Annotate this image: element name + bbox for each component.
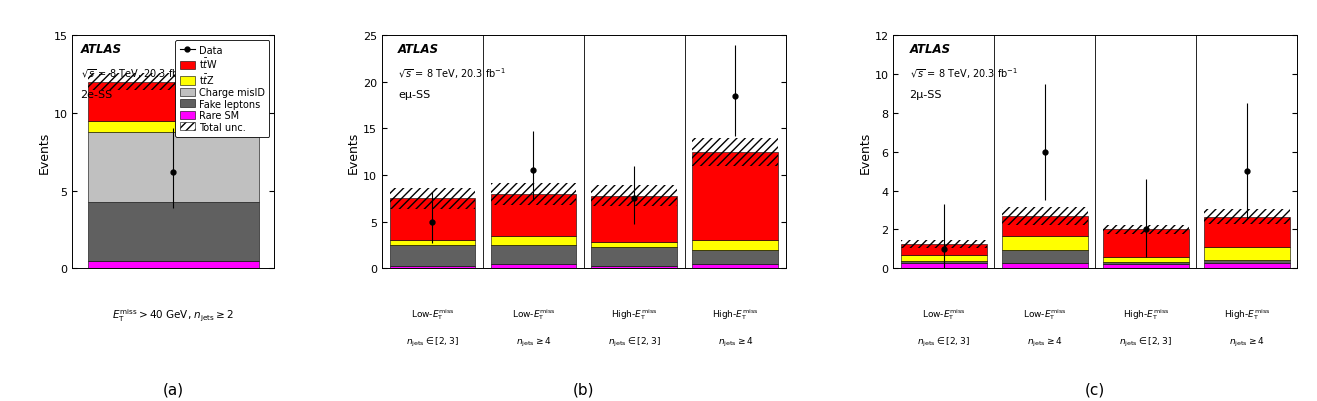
- Text: High-$E_{\mathrm{T}}^{\mathrm{miss}}$: High-$E_{\mathrm{T}}^{\mathrm{miss}}$: [712, 307, 759, 322]
- Bar: [1102, 257, 1189, 262]
- Bar: [87, 74, 259, 91]
- Text: 2μ-SS: 2μ-SS: [910, 89, 942, 99]
- Text: $n_{\mathrm{jets}} \geq 4$: $n_{\mathrm{jets}} \geq 4$: [516, 335, 552, 348]
- Bar: [1002, 263, 1088, 269]
- Text: High-$E_{\mathrm{T}}^{\mathrm{miss}}$: High-$E_{\mathrm{T}}^{\mathrm{miss}}$: [611, 307, 657, 322]
- Bar: [87, 122, 259, 132]
- Bar: [693, 264, 778, 269]
- Bar: [1002, 217, 1088, 237]
- Text: (c): (c): [1085, 382, 1105, 397]
- Bar: [390, 241, 475, 245]
- Bar: [87, 261, 259, 269]
- Bar: [591, 266, 677, 269]
- Bar: [1102, 230, 1189, 257]
- Text: Low-$E_{\mathrm{T}}^{\mathrm{miss}}$: Low-$E_{\mathrm{T}}^{\mathrm{miss}}$: [511, 307, 556, 322]
- Text: $n_{\mathrm{jets}} \geq 4$: $n_{\mathrm{jets}} \geq 4$: [1229, 335, 1264, 348]
- Bar: [901, 245, 986, 255]
- Bar: [1002, 250, 1088, 263]
- Text: Low-$E_{\mathrm{T}}^{\mathrm{miss}}$: Low-$E_{\mathrm{T}}^{\mathrm{miss}}$: [922, 307, 965, 322]
- Text: Low-$E_{\mathrm{T}}^{\mathrm{miss}}$: Low-$E_{\mathrm{T}}^{\mathrm{miss}}$: [1023, 307, 1067, 322]
- Bar: [1102, 226, 1189, 234]
- Bar: [1002, 208, 1088, 225]
- Bar: [1204, 260, 1289, 263]
- Text: eμ-SS: eμ-SS: [398, 89, 431, 99]
- Text: ATLAS: ATLAS: [80, 43, 121, 56]
- Y-axis label: Events: Events: [348, 131, 361, 174]
- Bar: [390, 245, 475, 266]
- Text: Low-$E_{\mathrm{T}}^{\mathrm{miss}}$: Low-$E_{\mathrm{T}}^{\mathrm{miss}}$: [411, 307, 454, 322]
- Bar: [1204, 263, 1289, 269]
- Text: High-$E_{\mathrm{T}}^{\mathrm{miss}}$: High-$E_{\mathrm{T}}^{\mathrm{miss}}$: [1122, 307, 1169, 322]
- Y-axis label: Events: Events: [859, 131, 872, 174]
- Bar: [693, 241, 778, 250]
- Text: $n_{\mathrm{jets}} \in [2,3]$: $n_{\mathrm{jets}} \in [2,3]$: [918, 335, 971, 348]
- Text: 2e-SS: 2e-SS: [80, 89, 113, 99]
- Bar: [87, 132, 259, 202]
- Bar: [693, 250, 778, 264]
- Bar: [490, 194, 577, 236]
- Bar: [1102, 265, 1189, 269]
- Bar: [693, 152, 778, 241]
- Bar: [490, 236, 577, 245]
- Bar: [490, 183, 577, 205]
- Bar: [1204, 247, 1289, 260]
- Text: $n_{\mathrm{jets}} \geq 4$: $n_{\mathrm{jets}} \geq 4$: [1027, 335, 1063, 348]
- Text: $\sqrt{s}$ = 8 TeV, 20.3 fb$^{-1}$: $\sqrt{s}$ = 8 TeV, 20.3 fb$^{-1}$: [398, 66, 506, 81]
- Legend: Data, t$\bar{t}$W, t$\bar{t}$Z, Charge misID, Fake leptons, Rare SM, Total unc.: Data, t$\bar{t}$W, t$\bar{t}$Z, Charge m…: [175, 41, 270, 137]
- Bar: [591, 243, 677, 247]
- Bar: [490, 264, 577, 269]
- Bar: [693, 138, 778, 166]
- Bar: [390, 188, 475, 209]
- Bar: [390, 266, 475, 269]
- Bar: [87, 83, 259, 122]
- Text: $\sqrt{s}$ = 8 TeV, 20.3 fb$^{-1}$: $\sqrt{s}$ = 8 TeV, 20.3 fb$^{-1}$: [80, 66, 188, 81]
- Y-axis label: Events: Events: [38, 131, 51, 174]
- Bar: [1102, 262, 1189, 265]
- Bar: [901, 261, 986, 264]
- Bar: [901, 255, 986, 261]
- Text: (b): (b): [573, 382, 595, 397]
- Text: $E_{\mathrm{T}}^{\mathrm{miss}} > 40$ GeV, $n_{\mathrm{jets}} \geq 2$: $E_{\mathrm{T}}^{\mathrm{miss}} > 40$ Ge…: [112, 307, 234, 323]
- Text: High-$E_{\mathrm{T}}^{\mathrm{miss}}$: High-$E_{\mathrm{T}}^{\mathrm{miss}}$: [1223, 307, 1270, 322]
- Text: (a): (a): [163, 382, 184, 397]
- Text: $n_{\mathrm{jets}} \in [2,3]$: $n_{\mathrm{jets}} \in [2,3]$: [608, 335, 661, 348]
- Bar: [1204, 217, 1289, 247]
- Bar: [390, 199, 475, 241]
- Bar: [901, 240, 986, 249]
- Bar: [901, 264, 986, 269]
- Bar: [591, 247, 677, 266]
- Bar: [490, 245, 577, 264]
- Text: $n_{\mathrm{jets}} \in [2,3]$: $n_{\mathrm{jets}} \in [2,3]$: [1119, 335, 1172, 348]
- Bar: [1002, 237, 1088, 250]
- Text: $n_{\mathrm{jets}} \geq 4$: $n_{\mathrm{jets}} \geq 4$: [718, 335, 753, 348]
- Text: ATLAS: ATLAS: [910, 43, 951, 56]
- Bar: [87, 202, 259, 261]
- Bar: [591, 196, 677, 243]
- Bar: [591, 186, 677, 207]
- Bar: [1204, 210, 1289, 225]
- Text: ATLAS: ATLAS: [398, 43, 440, 56]
- Text: $n_{\mathrm{jets}} \in [2,3]$: $n_{\mathrm{jets}} \in [2,3]$: [406, 335, 458, 348]
- Text: $\sqrt{s}$ = 8 TeV, 20.3 fb$^{-1}$: $\sqrt{s}$ = 8 TeV, 20.3 fb$^{-1}$: [910, 66, 1018, 81]
